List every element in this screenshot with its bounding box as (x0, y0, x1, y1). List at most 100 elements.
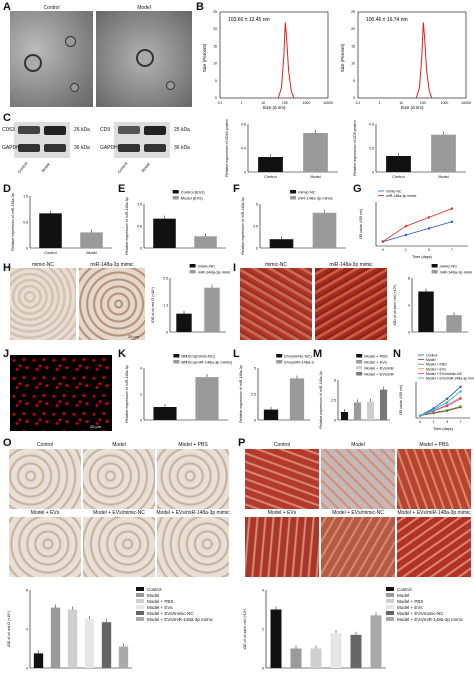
bar (258, 157, 283, 172)
legend-swatch (356, 366, 363, 370)
y-axis-label: Relative expression of miR-148a-3p (319, 371, 323, 428)
legend-label: BMSCs(mimic-NC) (181, 354, 215, 359)
legend-label: Model + EVs/mimic-NC (426, 372, 463, 376)
bar (204, 287, 220, 332)
y-axis-label: IOD of oil red O (×10⁴) (7, 611, 11, 647)
x-tick-label: Control (44, 251, 56, 255)
nta-xtick: 100 (420, 101, 426, 105)
legend-label: Control (426, 354, 438, 358)
nta-xtick: 1000 (303, 101, 311, 105)
p-panel-image (245, 449, 319, 509)
y-tick-label: 0 (244, 171, 246, 175)
i-image-mimic-nc (240, 268, 312, 340)
p-panel-image (321, 449, 395, 509)
o-panel-label: Model + EVs (30, 510, 60, 516)
chart-k: 0 2 4 Relative expression of miR-148a-3p BMS… (125, 354, 232, 423)
chart-cd9-quant: Control Model 0 0.5 0.9 Relative expression o… (353, 120, 466, 179)
y-tick-label: 2.5 (253, 225, 258, 229)
legend-label: Control (397, 586, 412, 592)
blot-lane-model: Model (40, 161, 51, 174)
p-image-grid: Control Model Model + PBS Model + EVs Model … (244, 442, 472, 577)
series-line (419, 391, 461, 416)
legend-swatch (386, 617, 394, 621)
nta-xtick: 10 (261, 101, 265, 105)
panel-label-j: J (3, 348, 10, 360)
ev-particle (70, 83, 79, 92)
x-tick-label: 1 (405, 248, 407, 252)
nta-xtick: 10000 (461, 101, 471, 105)
blot-kda-cd63: 26 kDa (74, 127, 90, 133)
y-tick-label: 5 (256, 203, 258, 207)
panel-label-c: C (3, 112, 11, 124)
y-tick-label: 2 (140, 393, 142, 397)
western-blot-cd9 (114, 122, 170, 158)
y-tick-label: 2.5 (163, 277, 168, 281)
legend-label: Model + EVs (397, 604, 423, 610)
p-panel-label: Model + PBS (419, 442, 449, 448)
legend-label: mimic-NC (298, 190, 316, 195)
x-tick-label: Model (310, 175, 320, 179)
data-point (459, 405, 462, 408)
y-tick-label: 0 (140, 247, 142, 251)
bar (310, 648, 322, 668)
data-point (445, 397, 449, 400)
blot-marker-cd9: CD9 (100, 127, 111, 133)
p-legend: Control Model Model + PBS Model + EVs Model … (386, 586, 463, 622)
chart-p: 0 2 4 IOD of oil zarin red (×10⁴) (243, 589, 386, 671)
legend-swatch (356, 360, 363, 364)
y-tick-label: 0 (254, 419, 256, 423)
nta-size-plots: 103.60 ± 12.45 nm Size (d.nm) Size (Perc… (202, 10, 471, 110)
bar (176, 313, 192, 332)
y-tick-label: 0.4 (241, 147, 246, 151)
y-tick-label: 2.5 (331, 399, 336, 403)
h-image-mimic (79, 268, 145, 340)
nta-ytick: 10 (213, 62, 217, 66)
legend-swatch (189, 264, 196, 268)
nta-ylabel-2: Size (Percent) (340, 43, 345, 72)
y-tick-label: 0.8 (241, 123, 246, 127)
blot-band (118, 144, 140, 152)
y-tick-label: 0.9 (369, 123, 374, 127)
nta-xtick: 0.1 (356, 101, 361, 105)
series-line (382, 208, 453, 242)
nta-ytick: 5 (353, 79, 355, 83)
legend-label: EVs(mimic-NC) (284, 354, 312, 359)
x-tick-label: Control (392, 175, 404, 179)
x-tick-label: 0 (382, 248, 384, 252)
legend-item: Model + EVs (136, 604, 213, 610)
legend-swatch (431, 264, 438, 268)
o-panel-image (83, 449, 155, 509)
bar (350, 634, 362, 668)
nta-ylabel-1: Size (Percent) (202, 43, 207, 72)
blot-band (18, 126, 40, 134)
data-point (459, 390, 462, 393)
legend-item: Control (386, 586, 463, 592)
bar (33, 653, 44, 668)
y-tick-label: 0 (140, 419, 142, 423)
nta-ytick: 10 (351, 62, 355, 66)
y-axis-label: Relative expression of miR-148a-3p (11, 193, 15, 250)
y-tick-label: 0.5 (369, 147, 374, 151)
j-fluorescence-image (10, 355, 112, 431)
y-tick-label: 0 (256, 247, 258, 251)
bar (39, 213, 62, 248)
o-panel-label: Model + PBS (178, 442, 208, 448)
bar (330, 632, 342, 668)
nta-xlabel-2: Size (d.nm) (400, 105, 424, 110)
y-axis-label: IOD of oil red O (×10⁴) (151, 287, 155, 323)
series-line (419, 398, 461, 416)
legend-swatch (290, 190, 297, 194)
y-tick-label: 1.5 (137, 203, 142, 207)
bar (153, 218, 176, 248)
chart-f: 0 2.5 5 Relative expression of miR-148a-3p m… (241, 190, 346, 255)
x-tick-label: 7 (460, 420, 462, 424)
blot-lane-control-2: Control (116, 160, 129, 175)
data-point (445, 404, 449, 408)
panel-label-d: D (3, 183, 11, 195)
panel-label-e: E (118, 183, 126, 195)
legend-swatch (172, 196, 179, 200)
o-panel-label: Model (112, 442, 126, 448)
legend-swatch (386, 587, 394, 591)
x-tick-label: 3 (428, 248, 430, 252)
